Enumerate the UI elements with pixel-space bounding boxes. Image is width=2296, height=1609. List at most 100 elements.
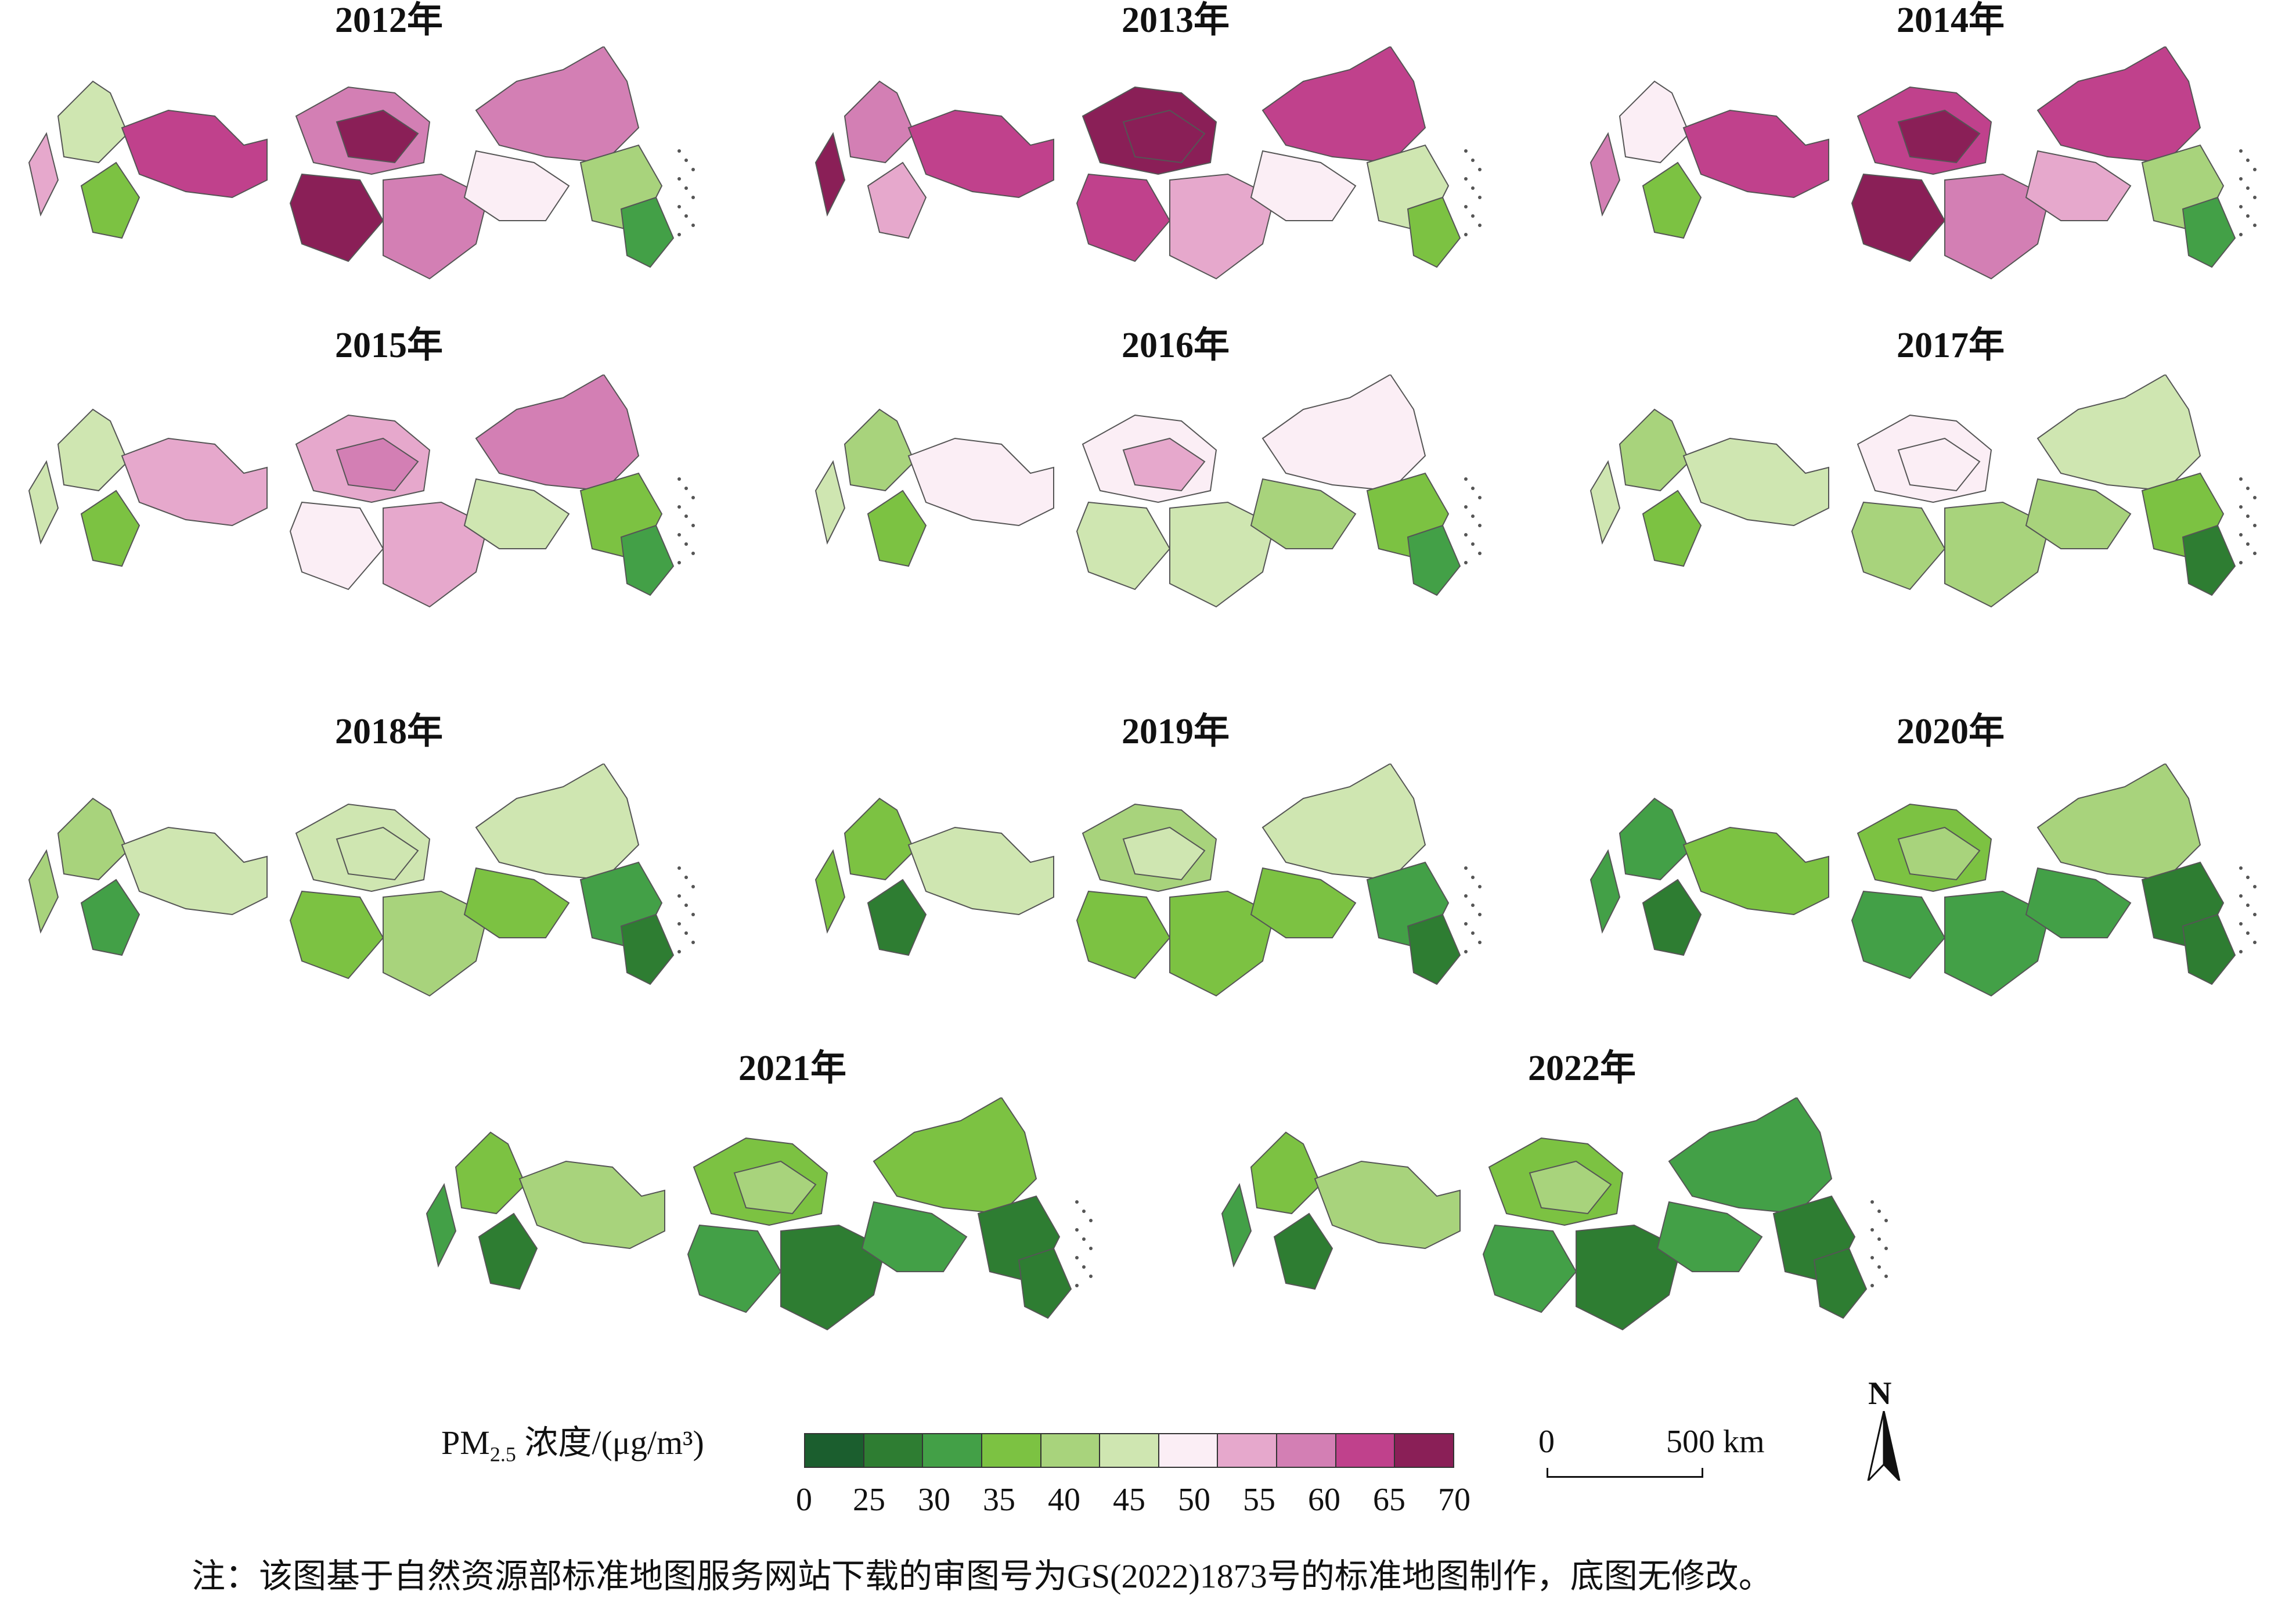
legend-swatch [923,1434,982,1467]
panel-title: 2015年 [334,326,443,365]
map-region [1169,890,1275,997]
island-mark [677,149,681,153]
map-region [1682,437,1829,527]
map-region [336,109,419,164]
island-mark [1478,524,1482,527]
choropleth-map [814,375,1482,608]
island-mark [2246,514,2250,518]
map-region [1897,437,1981,492]
legend-tick-label: 25 [853,1482,885,1518]
map-region [57,797,129,881]
island-mark [684,214,688,218]
legend-tick-label: 35 [983,1482,1015,1518]
island-mark [1478,885,1482,888]
map-region [1619,408,1691,492]
choropleth-map [1589,375,2257,608]
map-region [620,524,675,596]
legend-tick-label: 40 [1048,1482,1080,1518]
island-mark [1870,1284,1874,1287]
island-mark [1478,913,1482,916]
map-region [620,196,675,268]
legend-tick-label: 50 [1178,1482,1210,1518]
panel-title: 2021年 [738,1049,846,1088]
island-mark [1464,477,1468,481]
island-mark [1478,941,1482,944]
island-mark [677,477,681,481]
map-region [844,80,915,164]
island-mark [2253,885,2257,888]
island-mark [684,159,688,162]
map-region [1018,1247,1072,1319]
island-mark [1471,931,1475,935]
legend-swatch [1336,1434,1396,1467]
map-region [2025,150,2132,221]
island-mark [2239,205,2243,208]
map-region [861,1201,968,1272]
map-region [907,826,1054,916]
map-region [383,890,489,997]
legend-swatch [1041,1434,1101,1467]
legend-swatch [1159,1434,1219,1467]
choropleth-map [814,764,1482,997]
island-mark [1884,1219,1888,1222]
map-region [28,132,59,217]
map-region [814,132,846,217]
map-region [844,408,915,492]
panel-title: 2022年 [1527,1049,1636,1088]
island-mark [677,205,681,208]
map-region [2182,196,2236,268]
map-region [1261,375,1426,492]
map-region [478,1212,538,1290]
map-region [1076,890,1171,980]
legend-tick-label: 30 [918,1482,950,1518]
island-mark [1089,1247,1093,1250]
map-region [426,1183,457,1268]
legend-tick-label: 55 [1243,1482,1275,1518]
panel-title: 2014年 [1896,1,2005,40]
map-region [455,1131,527,1215]
map-region [1656,1201,1763,1272]
legend-swatch [1395,1434,1454,1467]
map-region [1250,867,1357,938]
map-region [1944,501,2050,608]
map-region [80,489,140,567]
map-region [620,913,675,985]
island-mark [2253,196,2257,199]
island-mark [2239,894,2243,898]
island-mark [1464,950,1468,953]
island-mark [2246,876,2250,879]
island-mark [2239,233,2243,236]
island-mark [1464,866,1468,870]
map-region [1642,879,1702,956]
map-region [1314,1160,1461,1250]
legend-swatch [1277,1434,1336,1467]
map-region [1076,501,1171,591]
island-mark [1478,552,1482,555]
legend-tick-labels: 0 25 30 35 40 45 50 55 60 65 70 [796,1480,1470,1520]
island-mark [691,941,695,944]
island-mark [1471,214,1475,218]
island-mark [1478,168,1482,171]
map-region [907,437,1054,527]
map-region [1482,1224,1577,1313]
map-region [1642,489,1702,567]
map-region [867,489,927,567]
map-region [1261,764,1426,881]
island-mark [691,524,695,527]
map-region [1122,109,1206,164]
island-mark [1464,561,1468,564]
map-region [1897,109,1981,164]
legend-tick-label: 60 [1308,1482,1340,1518]
map-region [814,849,846,934]
scale-label-zero: 0 [1538,1424,1555,1460]
map-region [475,46,640,164]
map-region [780,1224,886,1331]
island-mark [677,866,681,870]
panel-title: 2017年 [1896,326,2005,365]
legend-color-bar [804,1433,1454,1468]
map-region [814,460,846,545]
panel-title: 2013年 [1121,1,1230,40]
map-region [1944,173,2050,280]
panel-title: 2018年 [334,712,443,751]
island-mark [677,233,681,236]
